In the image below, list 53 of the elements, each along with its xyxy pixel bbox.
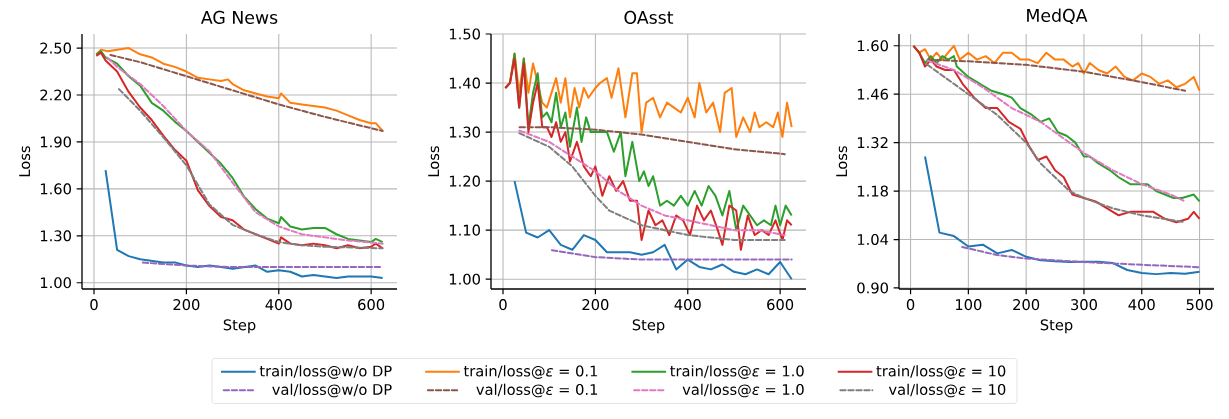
- x-tick-label: 200: [582, 299, 609, 311]
- y-tick-label: 2.20: [40, 89, 71, 101]
- y-tick-label: 1.60: [857, 40, 888, 52]
- legend-label: train/loss@ε = 10: [876, 365, 1006, 379]
- x-tick-label: 200: [1013, 299, 1040, 311]
- x-axis-title: Step: [1040, 319, 1073, 334]
- x-tick-label: 400: [1128, 299, 1155, 311]
- legend-label: val/loss@ε = 0.1: [476, 383, 598, 398]
- y-tick-label: 1.32: [857, 137, 888, 149]
- x-axis-title: Step: [223, 319, 256, 334]
- y-tick-label: 1.00: [40, 277, 71, 289]
- line-series: [924, 155, 1201, 276]
- x-tick-label: 400: [265, 299, 292, 311]
- legend-label: val/loss@ε = 1.0: [682, 383, 804, 398]
- x-tick-label: 100: [955, 299, 982, 311]
- y-tick-label: 1.10: [449, 224, 480, 236]
- chart-title: MedQA: [1027, 8, 1088, 24]
- y-tick-label: 1.18: [857, 185, 888, 197]
- x-tick-label: 500: [1186, 299, 1213, 311]
- y-tick-label: 1.90: [40, 136, 71, 148]
- legend-label: val/loss@w/o DP: [272, 383, 392, 398]
- x-tick-label: 400: [674, 299, 701, 311]
- y-tick-label: 1.46: [857, 88, 889, 100]
- x-tick-label: 200: [173, 299, 200, 311]
- chart-title: AG News: [200, 10, 278, 24]
- x-tick-label: 600: [358, 299, 385, 311]
- y-tick-label: 0.90: [857, 282, 888, 294]
- x-tick-label: 0: [499, 299, 507, 311]
- y-tick-label: 1.00: [449, 273, 480, 285]
- chart-title: OAsst: [624, 10, 674, 24]
- x-tick-label: 0: [90, 299, 98, 311]
- legend-label: train/loss@ε = 0.1: [463, 365, 598, 379]
- y-axis-title: Loss: [19, 146, 31, 177]
- y-axis-title: Loss: [428, 146, 440, 177]
- x-tick-label: 0: [906, 299, 915, 311]
- legend-label: val/loss@ε = 10: [888, 383, 1006, 398]
- y-axis-title: Loss: [836, 146, 848, 177]
- y-tick-label: 1.30: [40, 230, 71, 242]
- line-series: [958, 245, 1201, 269]
- legend-label: train/loss@w/o DP: [259, 365, 392, 379]
- line-series: [116, 86, 384, 250]
- y-tick-label: 1.60: [40, 183, 71, 195]
- x-tick-label: 600: [767, 299, 794, 311]
- y-tick-label: 1.04: [857, 233, 889, 246]
- y-tick-label: 1.30: [449, 126, 480, 138]
- y-tick-label: 1.40: [449, 77, 480, 89]
- legend-label: train/loss@ε = 1.0: [670, 365, 804, 379]
- x-tick-label: 300: [1071, 299, 1097, 311]
- x-axis-title: Step: [632, 319, 665, 334]
- y-tick-label: 2.50: [40, 42, 71, 54]
- y-tick-label: 1.50: [449, 28, 480, 40]
- line-series: [924, 58, 1187, 203]
- y-tick-label: 1.20: [449, 175, 480, 187]
